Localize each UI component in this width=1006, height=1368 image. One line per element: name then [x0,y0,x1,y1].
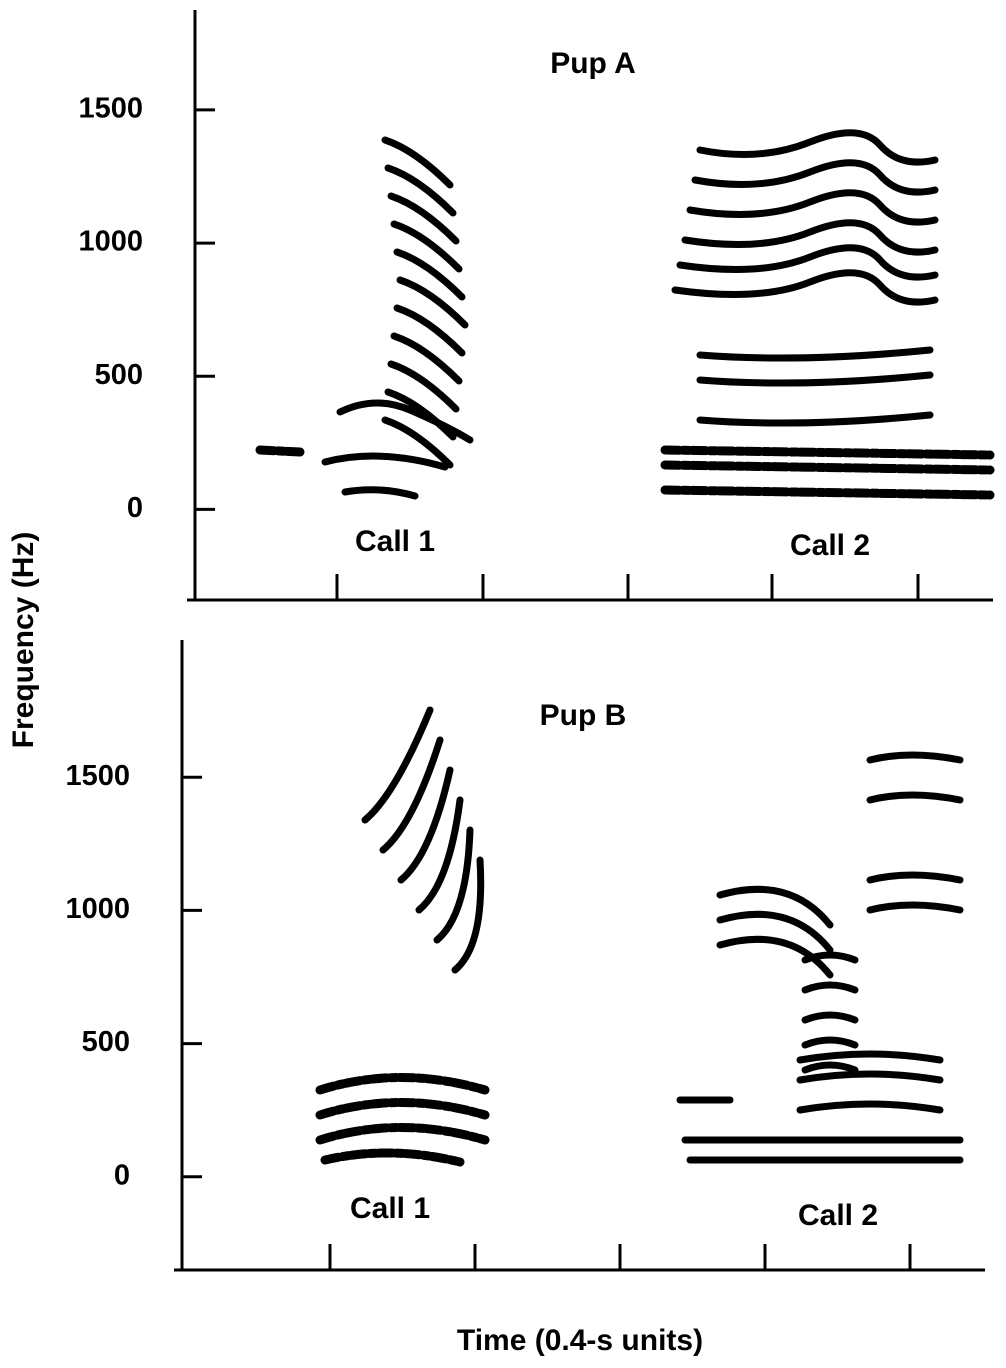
harmonic-trace [716,935,834,979]
harmonic-trace [696,411,934,427]
harmonic-trace [451,856,485,974]
y-tick-label: 1000 [65,893,130,925]
harmonic-trace [381,136,454,189]
harmonic-trace [320,1148,465,1167]
harmonic-trace [433,826,474,944]
harmonic-trace [415,796,464,914]
spectrogram-traces [255,129,995,1167]
harmonic-trace [315,1123,490,1145]
harmonic-trace [801,951,859,964]
call-label: Call 1 [355,525,435,558]
harmonic-trace [716,910,834,954]
harmonic-trace [341,486,419,500]
panel-title: Pup B [540,699,627,732]
harmonic-trace [676,244,939,281]
harmonic-trace [866,901,964,914]
harmonic-trace [379,736,444,854]
y-tick-label: 1500 [65,760,130,792]
harmonic-trace [796,1070,944,1084]
harmonic-trace [321,452,449,471]
harmonic-trace [660,460,995,475]
harmonic-trace [686,189,939,226]
harmonic-trace [387,360,460,413]
harmonic-trace [387,192,460,245]
harmonic-trace [390,220,463,273]
call-label: Call 2 [798,1199,878,1232]
harmonic-trace [801,1061,859,1074]
harmonic-trace [681,219,939,256]
harmonic-trace [390,332,463,385]
harmonic-trace [866,871,964,884]
y-tick-label: 1000 [78,226,143,258]
harmonic-trace [796,1100,944,1114]
harmonic-trace [801,1011,859,1024]
harmonic-trace [866,751,964,764]
harmonic-trace [393,304,466,357]
harmonic-trace [671,269,939,306]
harmonic-trace [696,346,934,362]
y-tick-label: 1500 [78,93,143,125]
harmonic-trace [801,1036,859,1049]
harmonic-trace [696,129,939,166]
harmonic-trace [866,791,964,804]
harmonic-trace [255,445,305,457]
panel-title: Pup A [550,47,636,80]
harmonic-trace [660,485,995,500]
harmonic-trace [393,248,466,301]
harmonic-trace [336,399,474,444]
harmonic-trace [691,159,939,196]
harmonic-trace [716,885,834,929]
harmonic-trace [660,445,995,460]
y-tick-label: 0 [127,492,143,524]
y-axis-label: Frequency (Hz) [7,532,40,749]
call-label: Call 1 [350,1192,430,1225]
harmonic-trace [696,371,934,387]
y-tick-label: 500 [82,1026,130,1058]
x-axis-label: Time (0.4-s units) [457,1324,703,1357]
harmonic-trace [384,164,457,217]
harmonic-trace [397,766,454,884]
harmonic-trace [315,1098,490,1120]
harmonic-trace [381,416,454,469]
y-tick-label: 0 [114,1159,130,1191]
call-label: Call 2 [790,529,870,562]
harmonic-trace [396,276,469,329]
y-tick-label: 500 [95,359,143,391]
harmonic-trace [796,1050,944,1064]
harmonic-trace [801,981,859,994]
harmonic-trace [361,706,434,824]
harmonic-trace [315,1073,490,1095]
